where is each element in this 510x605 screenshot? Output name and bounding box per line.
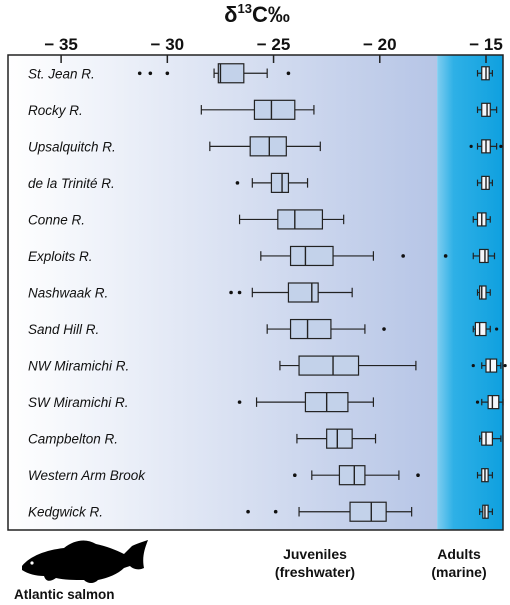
river-label: St. Jean R. <box>28 66 95 81</box>
river-label: Western Arm Brook <box>28 468 146 483</box>
river-row: Upsalquitch R. <box>28 136 503 157</box>
axis-title-main: δ <box>224 2 237 27</box>
juvenile-box <box>338 465 366 486</box>
adult-outlier <box>471 363 475 368</box>
juveniles-label-line1: Juveniles <box>283 546 347 562</box>
species-label: Atlantic salmon <box>14 587 115 602</box>
juvenile-box <box>298 355 360 376</box>
river-row: St. Jean R. <box>28 63 493 84</box>
plot-frame <box>7 54 504 531</box>
river-label: Kedgwick R. <box>28 505 103 520</box>
box-rows: St. Jean R. Rocky R. Upsalquitch R. de la T… <box>28 63 507 522</box>
x-tick-label: − 20 <box>363 35 397 54</box>
juvenile-box <box>217 63 245 84</box>
river-row: Nashwaak R. <box>28 282 491 303</box>
freshwater-background <box>8 55 438 530</box>
river-label: NW Miramichi R. <box>28 359 129 374</box>
river-label: Exploits R. <box>28 249 93 264</box>
x-tick-label: − 30 <box>151 35 185 54</box>
juvenile-box <box>277 209 324 230</box>
river-label: Conne R. <box>28 212 85 227</box>
river-label: Campbelton R. <box>28 432 118 447</box>
river-label: SW Miramichi R. <box>28 395 129 410</box>
juvenile-box <box>289 245 334 267</box>
river-label: Nashwaak R. <box>28 286 108 301</box>
juvenile-box <box>287 282 319 303</box>
x-tick-labels: − 35 − 30 − 25 − 20 − 15 <box>44 35 502 54</box>
juvenile-outlier <box>286 71 291 76</box>
river-label: Upsalquitch R. <box>28 139 116 154</box>
juvenile-outlier <box>235 181 240 185</box>
river-row: SW Miramichi R. <box>28 392 504 413</box>
juvenile-outlier <box>148 71 153 76</box>
adult-box <box>474 321 487 337</box>
juvenile-box <box>326 428 353 449</box>
juvenile-box <box>253 99 296 120</box>
river-row: Rocky R. <box>28 99 498 120</box>
river-row: de la Trinité R. <box>28 172 493 193</box>
juvenile-box <box>289 318 332 340</box>
juvenile-outlier <box>237 400 242 404</box>
x-tick-label: − 25 <box>257 35 291 54</box>
juvenile-outlier <box>293 473 297 477</box>
juveniles-label-line2: (freshwater) <box>274 564 356 580</box>
juvenile-outlier <box>165 71 170 76</box>
river-label: Rocky R. <box>28 103 83 118</box>
axis-title: δ13C‰ <box>224 1 290 27</box>
juvenile-outlier <box>229 290 233 295</box>
adults-label-line2: (marine) <box>431 564 487 580</box>
juvenile-outlier <box>237 290 242 295</box>
juvenile-outlier <box>273 509 278 514</box>
juvenile-outlier <box>137 71 142 76</box>
river-row: Kedgwick R. <box>28 501 493 522</box>
adults-label-line1: Adults <box>437 546 481 562</box>
juvenile-outlier <box>246 509 250 514</box>
juvenile-box <box>349 501 387 522</box>
adult-outlier <box>503 363 507 368</box>
river-row: Conne R. <box>28 209 491 230</box>
adult-box <box>485 358 498 373</box>
axis-title-superscript: 13 <box>237 1 251 16</box>
river-row: Campbelton R. <box>28 428 502 449</box>
svg-text:δ13C‰: δ13C‰ <box>224 1 290 27</box>
adult-box <box>481 102 491 117</box>
adult-box <box>479 248 489 264</box>
adult-outlier <box>495 327 499 331</box>
juvenile-box <box>270 172 290 193</box>
river-label: de la Trinité R. <box>28 176 115 191</box>
adult-outlier <box>499 144 503 148</box>
juvenile-outlier <box>416 473 420 477</box>
river-row: NW Miramichi R. <box>28 355 507 376</box>
river-label: Sand Hill R. <box>28 322 99 337</box>
adult-box <box>479 285 487 300</box>
river-row: Western Arm Brook <box>28 465 493 486</box>
juvenile-outlier <box>443 254 448 258</box>
x-ticks <box>60 55 487 63</box>
adults-label: Adults (marine) <box>414 545 504 581</box>
adult-box <box>481 431 493 446</box>
river-row: Sand Hill R. <box>28 318 499 340</box>
adult-outlier <box>469 144 473 148</box>
juvenile-outlier <box>382 327 386 331</box>
salmon-silhouette-icon <box>22 540 148 583</box>
x-tick-label: − 35 <box>44 35 78 54</box>
marine-background <box>437 55 503 530</box>
adult-outlier <box>475 400 480 404</box>
adult-box <box>487 395 500 410</box>
x-tick-label: − 15 <box>469 35 503 54</box>
river-row: Exploits R. <box>28 245 496 267</box>
axis-title-rest: C‰ <box>252 2 290 27</box>
juvenile-box <box>249 136 287 157</box>
juvenile-outlier <box>401 254 405 258</box>
juveniles-label: Juveniles (freshwater) <box>250 545 380 581</box>
